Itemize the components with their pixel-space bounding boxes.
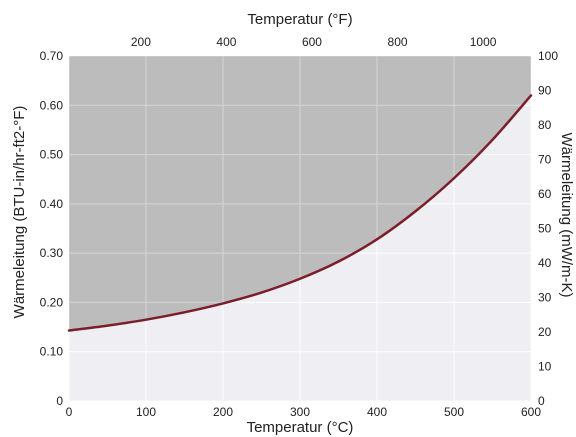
y-left-tick-label: 0.10 [40, 345, 64, 359]
y-right-tick-label: 50 [538, 222, 552, 236]
y-right-tick-label: 70 [538, 153, 552, 167]
y-right-tick-label: 60 [538, 187, 552, 201]
x-bottom-tick-label: 400 [367, 405, 387, 419]
region-below-curve [69, 95, 531, 402]
x-bottom-tick-label: 0 [66, 405, 73, 419]
y-left-tick-label: 0.60 [40, 98, 64, 112]
y-right-tick-label: 40 [538, 256, 552, 270]
y-left-tick-label: 0.20 [40, 295, 64, 309]
y-right-tick-label: 90 [538, 84, 552, 98]
x-bottom-tick-label: 600 [521, 405, 541, 419]
y-left-tick-label: 0 [56, 394, 63, 408]
y-right-tick-label: 20 [538, 325, 552, 339]
x-top-axis-title: Temperatur (°F) [247, 11, 352, 28]
x-top-tick-label: 600 [302, 35, 322, 49]
y-right-axis-title: Wärmeleitung (mW/m-K) [558, 132, 575, 297]
x-top-tick-label: 200 [131, 35, 151, 49]
y-right-tick-label: 10 [538, 360, 552, 374]
y-right-tick-label: 30 [538, 291, 552, 305]
y-right-tick-label: 0 [538, 394, 545, 408]
y-left-tick-label: 0.40 [40, 197, 64, 211]
y-left-tick-label: 0.30 [40, 246, 64, 260]
x-bottom-axis-title: Temperatur (°C) [247, 419, 354, 436]
x-top-tick-label: 400 [216, 35, 236, 49]
y-left-tick-label: 0.50 [40, 148, 64, 162]
y-left-tick-label: 0.70 [40, 49, 64, 63]
x-bottom-tick-label: 100 [136, 405, 156, 419]
x-top-tick-label: 1000 [470, 35, 497, 49]
y-right-tick-label: 100 [538, 49, 558, 63]
plot-area [67, 56, 533, 402]
data-line [67, 94, 533, 332]
y-left-axis-title: Wärmeleitung (BTU-in/hr-ft2-°F) [11, 106, 28, 319]
x-bottom-tick-label: 200 [213, 405, 233, 419]
x-bottom-tick-label: 500 [444, 405, 464, 419]
x-bottom-tick-label: 300 [290, 405, 310, 419]
x-top-tick-label: 800 [388, 35, 408, 49]
y-right-tick-label: 80 [538, 118, 552, 132]
